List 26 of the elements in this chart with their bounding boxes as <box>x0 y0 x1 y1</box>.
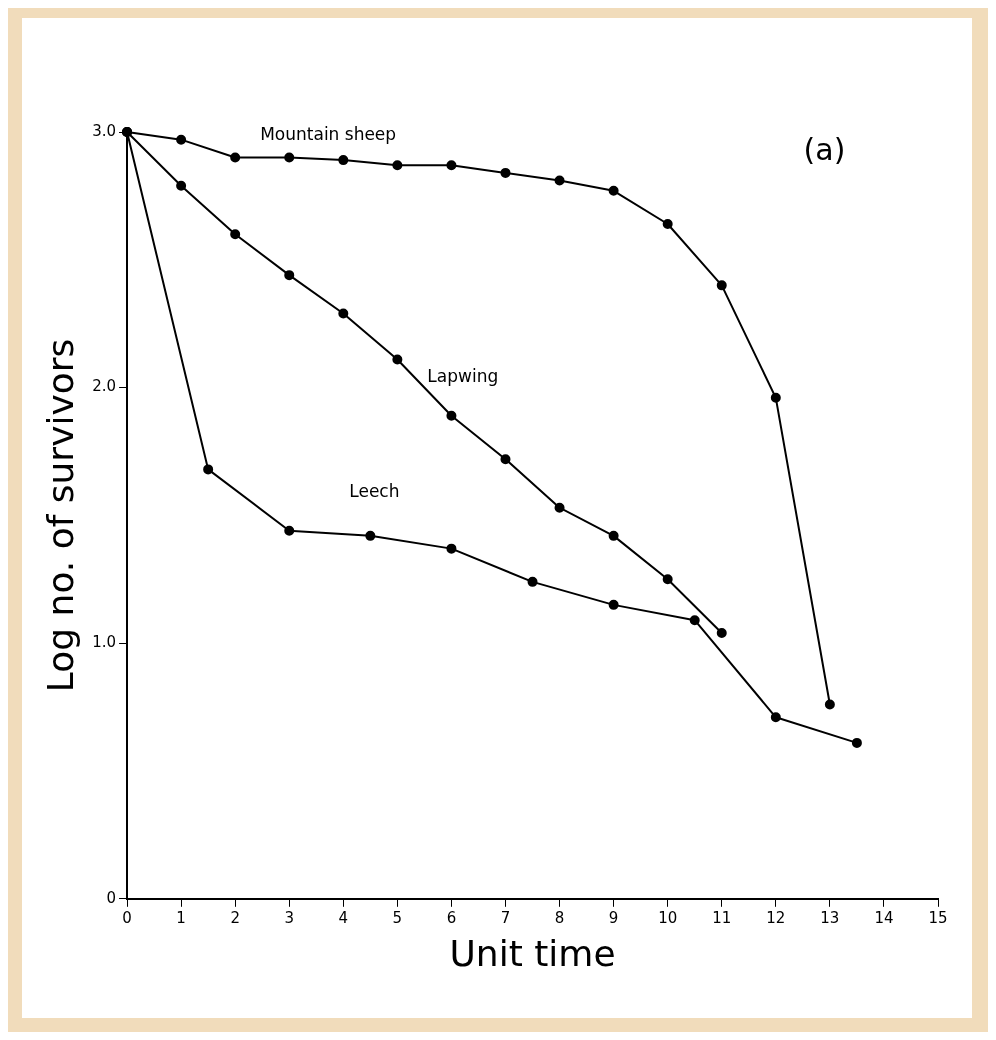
y-tick-label: 0 <box>106 888 117 907</box>
x-tick-label: 14 <box>874 908 894 927</box>
x-tick-label: 4 <box>338 908 349 927</box>
x-tick-label: 9 <box>608 908 619 927</box>
y-axis-title: Log no. of survivors <box>39 338 81 693</box>
x-tick-label: 11 <box>712 908 732 927</box>
x-tick-label: 13 <box>820 908 840 927</box>
x-tick-label: 8 <box>554 908 565 927</box>
annotation: (a) <box>803 131 846 167</box>
x-tick-label: 10 <box>658 908 678 927</box>
x-tick-label: 7 <box>500 908 511 927</box>
x-tick-label: 6 <box>446 908 457 927</box>
x-tick-label: 1 <box>176 908 186 927</box>
series-label: Mountain sheep <box>260 123 397 144</box>
x-tick-label: 15 <box>928 908 948 927</box>
series-label: Lapwing <box>427 365 499 386</box>
series-label: Leech <box>349 481 400 502</box>
x-tick-label: 12 <box>766 908 786 927</box>
y-tick-label: 3.0 <box>92 121 117 140</box>
y-tick-label: 2.0 <box>92 377 117 396</box>
x-tick-label: 2 <box>230 908 240 927</box>
y-tick-label: 1.0 <box>92 633 117 652</box>
x-tick-label: 0 <box>122 908 132 927</box>
x-tick-label: 5 <box>392 908 403 927</box>
x-tick-label: 3 <box>284 908 295 927</box>
x-axis-title: Unit time <box>449 932 616 974</box>
